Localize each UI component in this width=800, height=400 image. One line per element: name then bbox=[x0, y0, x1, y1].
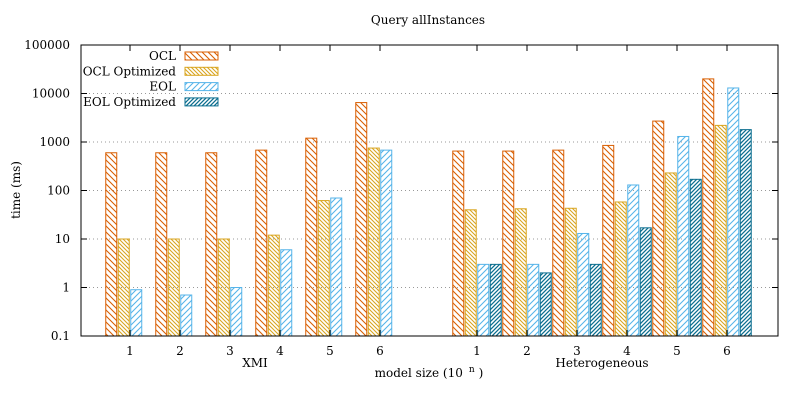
bar-ocl-optimized bbox=[464, 209, 477, 337]
bar-ocl bbox=[155, 152, 168, 337]
x-axis-ticks: 1 2 3 4 5 6 XMI 1 2 3 4 5 6 Heterogeneous bbox=[126, 45, 731, 370]
bar-ocl-optimized bbox=[117, 238, 130, 337]
bar-ocl-optimized bbox=[167, 238, 180, 337]
legend-swatch bbox=[184, 51, 219, 61]
bar-ocl-optimized bbox=[564, 207, 577, 337]
x-tick-label: 5 bbox=[673, 344, 681, 358]
bar-eol bbox=[627, 184, 640, 337]
x-axis-label-close: ) bbox=[479, 366, 484, 380]
y-axis-ticks: 0.1 1 10 100 1000 10000 100000 bbox=[24, 38, 778, 343]
x-axis-label: model size (10 n) bbox=[375, 365, 484, 380]
x-tick-label: 2 bbox=[523, 344, 531, 358]
bar-eol bbox=[677, 135, 690, 337]
bar-eol bbox=[180, 294, 193, 337]
bar-ocl bbox=[105, 152, 118, 337]
bar-ocl-optimized bbox=[317, 200, 330, 337]
group-label: XMI bbox=[242, 356, 268, 370]
bar-ocl bbox=[255, 149, 268, 337]
bar-eol-optimized bbox=[639, 227, 652, 337]
legend-swatch bbox=[184, 66, 219, 76]
bar-eol-optimized bbox=[489, 263, 502, 337]
bar-ocl bbox=[502, 150, 515, 337]
x-tick-label: 3 bbox=[573, 344, 581, 358]
y-tick-label: 10000 bbox=[32, 87, 70, 101]
bar-ocl bbox=[552, 149, 565, 337]
legend-swatch bbox=[184, 82, 219, 92]
bar-ocl-optimized bbox=[614, 201, 627, 337]
group-label: Heterogeneous bbox=[555, 356, 648, 370]
bar-ocl bbox=[205, 152, 218, 337]
bar-ocl-optimized bbox=[267, 234, 280, 337]
x-tick-label: 4 bbox=[623, 344, 631, 358]
y-tick-label: 100000 bbox=[24, 38, 70, 52]
bar-eol bbox=[330, 197, 343, 337]
bar-ocl bbox=[452, 150, 465, 337]
bar-eol bbox=[380, 149, 393, 337]
bar-ocl-optimized bbox=[367, 147, 380, 337]
bar-eol-optimized bbox=[539, 272, 552, 337]
chart-title: Query allInstances bbox=[371, 13, 485, 27]
y-tick-label: 0.1 bbox=[51, 329, 70, 343]
x-tick-label: 1 bbox=[126, 344, 134, 358]
bar-eol bbox=[527, 263, 540, 337]
legend-label: EOL Optimized bbox=[83, 95, 176, 109]
y-tick-label: 10 bbox=[55, 232, 70, 246]
bar-ocl-optimized bbox=[714, 124, 727, 337]
bar-ocl bbox=[602, 144, 615, 337]
bars bbox=[105, 78, 752, 337]
bar-eol-optimized bbox=[739, 129, 752, 337]
legend-label: OCL Optimized bbox=[83, 64, 177, 78]
y-tick-label: 100 bbox=[47, 184, 70, 198]
bar-ocl-optimized bbox=[514, 208, 527, 337]
bar-ocl bbox=[355, 102, 368, 337]
bar-eol bbox=[280, 249, 293, 337]
bar-ocl bbox=[652, 120, 665, 337]
bar-eol-optimized bbox=[689, 178, 702, 337]
x-tick-label: 6 bbox=[723, 344, 731, 358]
bar-eol-optimized bbox=[589, 263, 602, 337]
x-tick-label: 6 bbox=[376, 344, 384, 358]
y-tick-label: 1 bbox=[62, 281, 70, 295]
legend-swatch bbox=[184, 97, 219, 107]
x-tick-label: 1 bbox=[473, 344, 481, 358]
bar-eol bbox=[727, 87, 740, 337]
x-tick-label: 5 bbox=[326, 344, 334, 358]
bar-eol bbox=[577, 232, 590, 337]
bar-eol bbox=[230, 287, 243, 337]
bar-ocl-optimized bbox=[664, 172, 677, 337]
x-axis-label-exponent: n bbox=[469, 365, 475, 375]
bar-ocl bbox=[702, 78, 715, 337]
x-tick-label: 3 bbox=[226, 344, 234, 358]
legend-label: EOL bbox=[149, 80, 176, 94]
x-axis-label-text: model size (10 bbox=[375, 366, 463, 380]
y-tick-label: 1000 bbox=[39, 135, 70, 149]
legend-label: OCL bbox=[149, 49, 176, 63]
x-tick-label: 2 bbox=[176, 344, 184, 358]
x-tick-label: 4 bbox=[276, 344, 284, 358]
y-axis-label: time (ms) bbox=[9, 161, 23, 219]
bar-eol bbox=[477, 263, 490, 337]
bar-ocl-optimized bbox=[217, 238, 230, 337]
bar-eol bbox=[130, 289, 143, 337]
bar-ocl bbox=[305, 137, 318, 337]
